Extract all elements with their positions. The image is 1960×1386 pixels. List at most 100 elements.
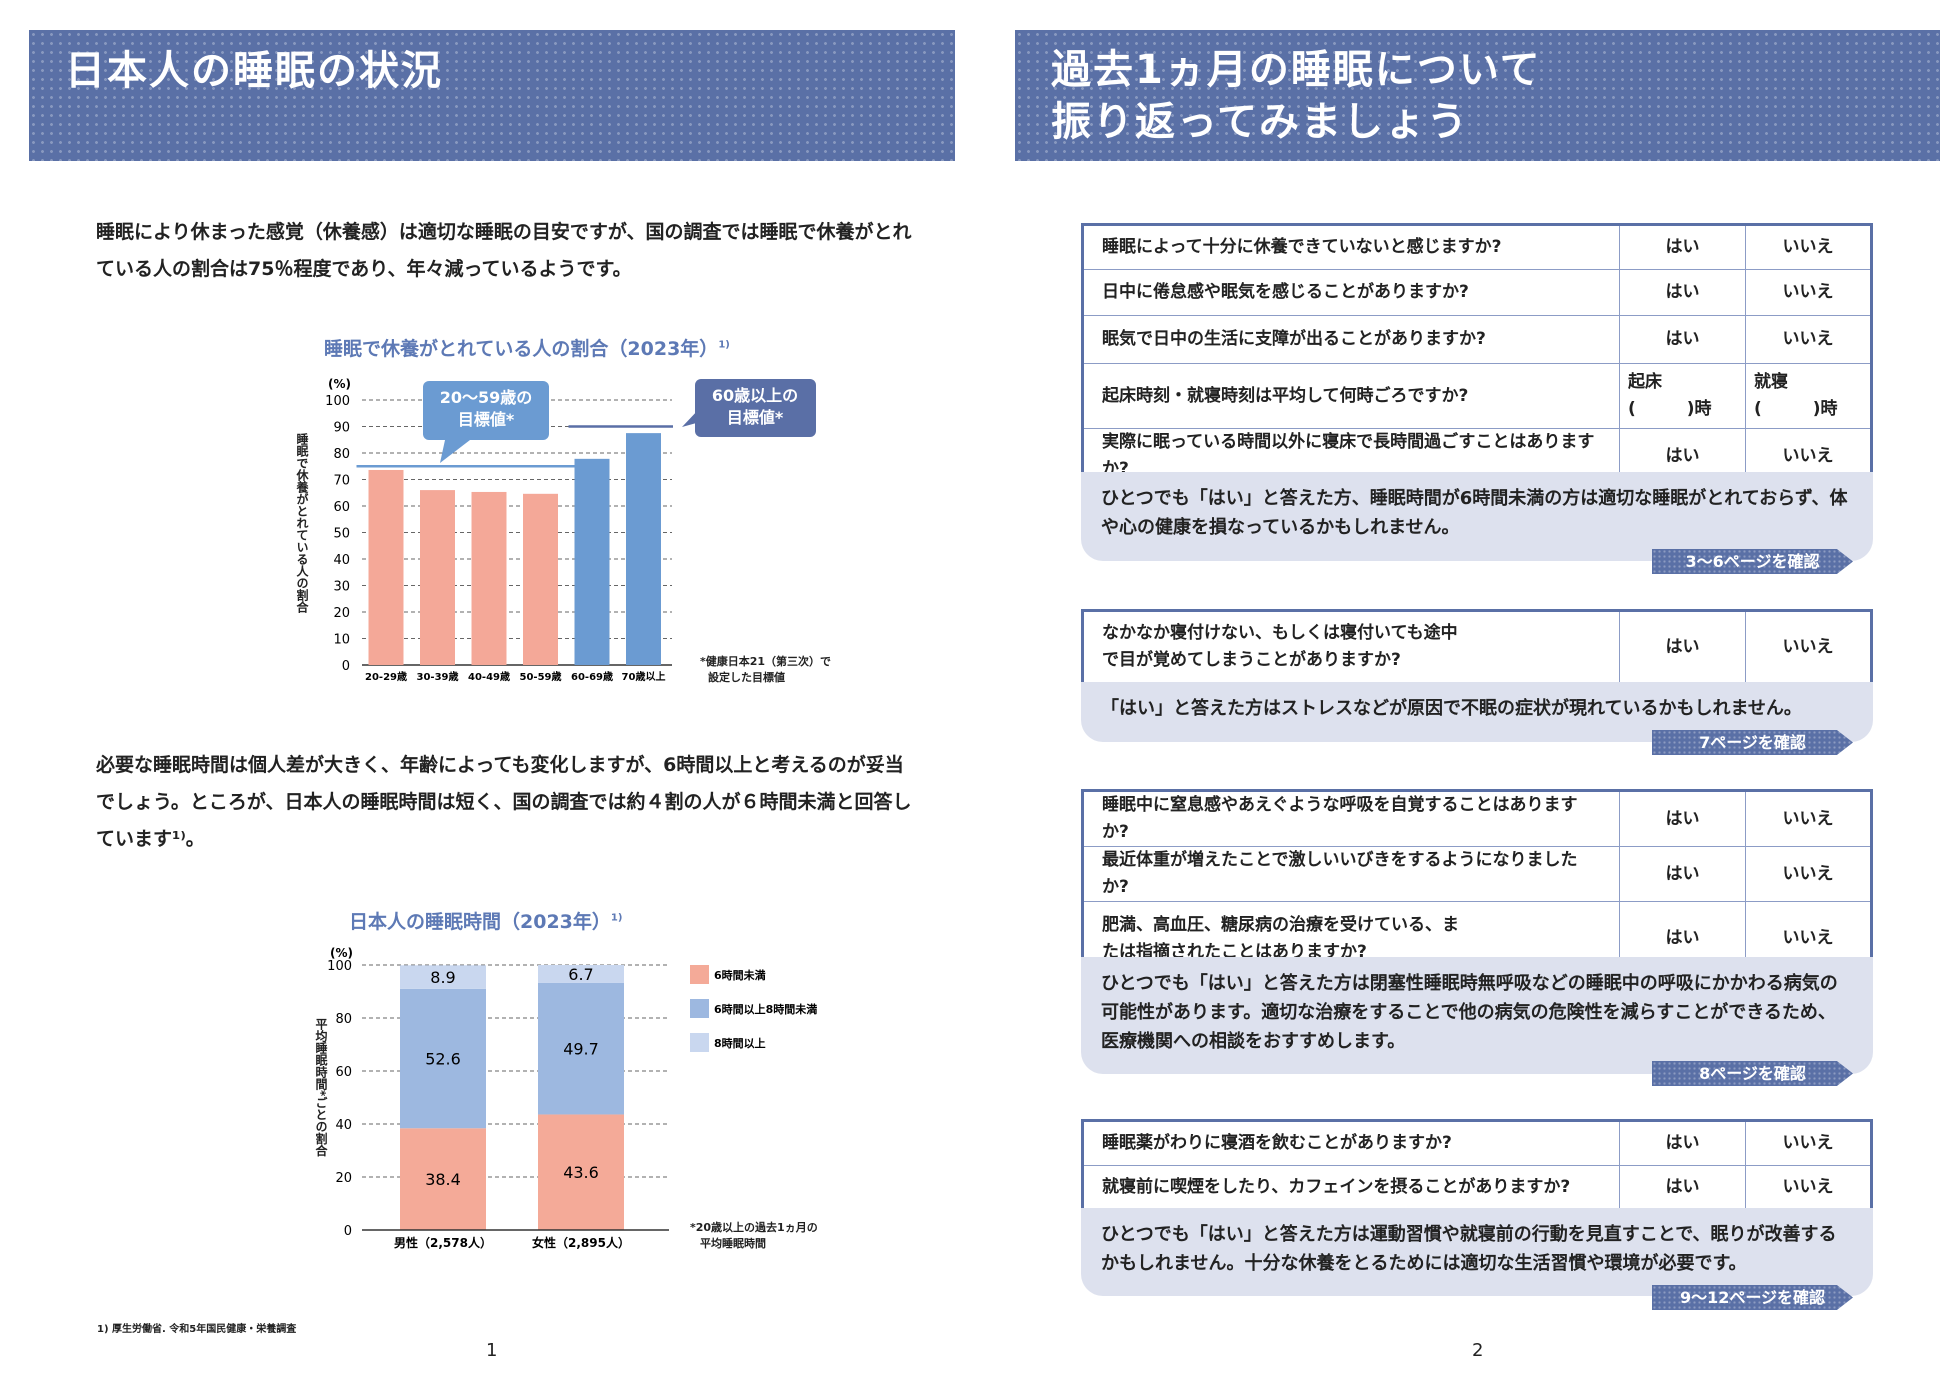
- question-row: 睡眠によって十分に休養できていないと感じますか? はい いいえ: [1082, 224, 1872, 270]
- no-option[interactable]: いいえ: [1745, 224, 1872, 270]
- bar: [523, 493, 558, 665]
- y-unit: (%): [330, 946, 353, 960]
- legend-label: 6時間以上8時間未満: [714, 1002, 817, 1016]
- source-footnote: 1) 厚生労働省. 令和5年国民健康・栄養調査: [97, 1324, 297, 1335]
- yes-option[interactable]: はい: [1619, 610, 1746, 684]
- y-tick-label: 30: [333, 580, 350, 595]
- bar-segment: [400, 1128, 486, 1230]
- data-label: 38.4: [425, 1170, 461, 1189]
- bar-segment: [400, 965, 486, 989]
- page-number: 1: [486, 1340, 498, 1361]
- target-callout-label-60-plus: 60歳以上の目標値*: [711, 386, 799, 427]
- x-tick-label: 50-59歳: [520, 670, 562, 683]
- data-label: 6.7: [568, 965, 593, 984]
- bar: [471, 491, 507, 665]
- question-row: 睡眠薬がわりに寝酒を飲むことがありますか? はい いいえ: [1082, 1120, 1872, 1166]
- x-tick-label: 30-39歳: [417, 670, 459, 683]
- no-option[interactable]: いいえ: [1745, 269, 1872, 316]
- y-tick-label: 100: [325, 394, 350, 409]
- intro-paragraph: 睡眠により休まった感覚（休養感）は適切な睡眠の目安ですが、国の調査では睡眠で休養…: [96, 221, 912, 280]
- data-label: 8.9: [430, 968, 455, 987]
- bar-segment: [538, 965, 624, 983]
- no-option[interactable]: いいえ: [1745, 315, 1872, 364]
- data-label: 52.6: [425, 1050, 461, 1069]
- x-tick-label: 女性（2,895人）: [532, 1235, 630, 1250]
- no-option[interactable]: いいえ: [1745, 610, 1872, 684]
- x-tick-label: 男性（2,578人）: [394, 1235, 492, 1250]
- no-option[interactable]: いいえ: [1745, 1165, 1872, 1210]
- chart1: (%) 0 10 20 30 40 50 60 70 80 90 100 20-29歳 30-39歳 40-…: [325, 377, 816, 683]
- y-tick-label: 80: [333, 447, 350, 462]
- yes-option[interactable]: はい: [1619, 846, 1746, 902]
- checklist-table-4: 睡眠薬がわりに寝酒を飲むことがありますか? はい いいえ 就寝前に喫煙をしたり、カフ…: [1081, 1119, 1873, 1211]
- data-label: 49.7: [563, 1040, 599, 1059]
- y-tick-label: 20: [333, 606, 350, 621]
- legend-label: 8時間以上: [714, 1036, 766, 1050]
- y-tick-label: 20: [335, 1171, 352, 1186]
- chart2-title: 日本人の睡眠時間（2023年）1): [349, 911, 623, 933]
- question-row: 就寝前に喫煙をしたり、カフェインを摂ることがありますか? はい いいえ: [1082, 1165, 1872, 1210]
- page-title: 日本人の睡眠の状況: [65, 48, 443, 94]
- see-pages-link[interactable]: 8ページを確認: [1652, 1061, 1853, 1086]
- y-tick-label: 70: [333, 474, 350, 489]
- bar: [626, 433, 661, 665]
- y-tick-label: 0: [342, 659, 350, 674]
- question-row: 日中に倦怠感や眠気を感じることがありますか? はい いいえ: [1082, 269, 1872, 316]
- bed-time-field[interactable]: 就寝( )時: [1745, 363, 1872, 429]
- question-row: 起床時刻・就寝時刻は平均して何時ごろですか? 起床( )時 就寝( )時: [1082, 363, 1872, 429]
- y-tick-label: 60: [335, 1065, 352, 1080]
- question-row: なかなか寝付けない、もしくは寝付いても途中で目が覚めてしまうことがありますか? は…: [1082, 610, 1872, 684]
- y-tick-label: 80: [335, 1012, 352, 1027]
- chart1-ylabel: 睡眠で休養がとれている人の割合: [295, 433, 309, 613]
- y-tick-label: 0: [344, 1224, 352, 1239]
- y-tick-label: 100: [327, 959, 352, 974]
- y-tick-label: 90: [333, 421, 350, 436]
- yes-option[interactable]: はい: [1619, 315, 1746, 364]
- yes-option[interactable]: はい: [1619, 269, 1746, 316]
- y-tick-label: 60: [333, 500, 350, 515]
- sleep-duration-paragraph: 必要な睡眠時間は個人差が大きく、年齢によっても変化しますが、6時間以上と考えるの…: [96, 754, 912, 850]
- result-note: ひとつでも「はい」と答えた方は運動習慣や就寝前の行動を見直すことで、眠りが改善す…: [1081, 1208, 1873, 1296]
- data-label: 43.6: [563, 1163, 599, 1182]
- chart2: (%) 0 20 40 60 80 100 38.4 52.6 8.9 男性（2,578人） 43.6…: [327, 946, 817, 1250]
- no-option[interactable]: いいえ: [1745, 790, 1872, 847]
- yes-option[interactable]: はい: [1619, 1120, 1746, 1166]
- checklist-table-2: なかなか寝付けない、もしくは寝付いても途中で目が覚めてしまうことがありますか? は…: [1081, 609, 1873, 685]
- target-callout: [695, 379, 816, 437]
- target-callout: [423, 381, 549, 440]
- wake-time-field[interactable]: 起床( )時: [1619, 363, 1746, 429]
- page-title: 過去1ヵ月の睡眠について 振り返ってみましょう: [1051, 47, 1542, 145]
- y-tick-label: 10: [333, 633, 350, 648]
- chart2-footnote: *20歳以上の過去1ヵ月の 平均睡眠時間: [690, 1221, 818, 1250]
- legend-swatch: [690, 999, 709, 1018]
- bar-segment: [538, 982, 624, 1115]
- checklist-table-1: 睡眠によって十分に休養できていないと感じますか? はい いいえ 日中に倦怠感や眠気を…: [1081, 223, 1873, 486]
- legend-swatch: [690, 1033, 709, 1052]
- bar: [368, 469, 404, 665]
- left-title-banner: 日本人の睡眠の状況: [29, 30, 955, 161]
- legend-swatch: [690, 965, 709, 984]
- yes-option[interactable]: はい: [1619, 790, 1746, 847]
- question-row: 眠気で日中の生活に支障が出ることがありますか? はい いいえ: [1082, 315, 1872, 364]
- chart1-footnote: *健康日本21（第三次）で 設定した目標値: [700, 655, 832, 684]
- chart1-title: 睡眠で休養がとれている人の割合（2023年）1): [324, 338, 730, 360]
- result-note: ひとつでも「はい」と答えた方、睡眠時間が6時間未満の方は適切な睡眠がとれておらず…: [1081, 472, 1873, 561]
- page-number: 2: [1472, 1340, 1484, 1361]
- question-row: 睡眠中に窒息感やあえぐような呼吸を自覚することはありますか? はい いいえ: [1082, 790, 1872, 847]
- chart2-ylabel: 平均睡眠時間*ごとの割合: [314, 1018, 328, 1157]
- y-tick-label: 50: [333, 527, 350, 542]
- bar: [574, 458, 610, 665]
- x-tick-label: 20-29歳: [365, 670, 407, 683]
- see-pages-link[interactable]: 9～12ページを確認: [1652, 1285, 1853, 1310]
- result-note: ひとつでも「はい」と答えた方は閉塞性睡眠時無呼吸などの睡眠中の呼吸にかかわる病気…: [1081, 957, 1873, 1074]
- see-pages-link[interactable]: 7ページを確認: [1652, 730, 1853, 755]
- yes-option[interactable]: はい: [1619, 1165, 1746, 1210]
- callout-tail: [440, 440, 470, 463]
- right-title-banner: 過去1ヵ月の睡眠について 振り返ってみましょう: [1015, 30, 1940, 161]
- bar-segment: [400, 988, 486, 1129]
- no-option[interactable]: いいえ: [1745, 1120, 1872, 1166]
- y-tick-label: 40: [335, 1118, 352, 1133]
- no-option[interactable]: いいえ: [1745, 846, 1872, 902]
- yes-option[interactable]: はい: [1619, 224, 1746, 270]
- see-pages-link[interactable]: 3～6ページを確認: [1652, 549, 1853, 574]
